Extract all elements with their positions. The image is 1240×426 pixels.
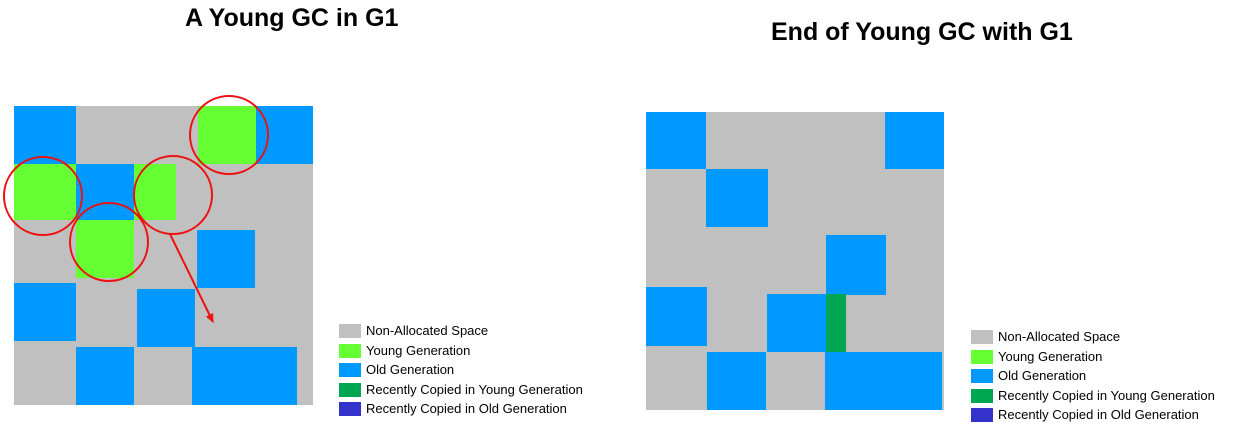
highlight-circle: [133, 155, 213, 235]
highlight-circle: [69, 202, 149, 282]
legend-label: Old Generation: [998, 368, 1087, 383]
old-region: [256, 106, 313, 164]
old-region: [825, 352, 942, 410]
legend-swatch: [971, 408, 993, 422]
old-region: [137, 289, 195, 347]
legend-swatch: [971, 369, 993, 383]
legend-swatch: [971, 349, 993, 364]
legend-label: Recently Copied in Old Generation: [366, 401, 567, 416]
legend-label: Recently Copied in Young Generation: [998, 387, 1215, 403]
legend-label: Recently Copied in Old Generation: [998, 407, 1199, 422]
old-region: [76, 347, 134, 405]
arrow-line: [169, 233, 214, 323]
legend-swatch: [971, 388, 993, 403]
old-region: [197, 230, 255, 288]
old-region: [14, 283, 76, 341]
old-region: [14, 106, 76, 164]
old-region: [707, 352, 766, 410]
left-diagram-title: A Young GC in G1: [185, 4, 399, 32]
legend-label: Recently Copied in Young Generation: [366, 381, 583, 397]
legend-label: Young Generation: [998, 348, 1103, 364]
old-region: [767, 294, 826, 352]
young-region: [198, 106, 256, 164]
legend-swatch: [339, 402, 361, 416]
old-region: [826, 235, 886, 295]
old-region: [192, 347, 297, 405]
legend-label: Non-Allocated Space: [366, 323, 489, 338]
highlight-circle: [3, 156, 83, 236]
legend-swatch: [971, 330, 993, 344]
legend-label: Old Generation: [366, 362, 455, 377]
old-region: [706, 169, 768, 227]
old-region: [646, 287, 707, 346]
copied-young-region: [826, 294, 846, 352]
right-diagram-title: End of Young GC with G1: [771, 18, 1073, 46]
heap-right: [646, 112, 944, 410]
legend-swatch: [339, 343, 361, 358]
young-region: [76, 220, 134, 278]
legend-swatch: [339, 363, 361, 377]
legend-label: Non-Allocated Space: [998, 329, 1121, 344]
young-region: [14, 164, 76, 220]
legend-swatch: [339, 382, 361, 397]
legend-label: Young Generation: [366, 342, 471, 358]
legend-swatch: [339, 324, 361, 338]
highlight-circle: [189, 95, 269, 175]
heap-left: [14, 106, 313, 405]
old-region: [646, 112, 706, 169]
old-region: [885, 112, 944, 169]
